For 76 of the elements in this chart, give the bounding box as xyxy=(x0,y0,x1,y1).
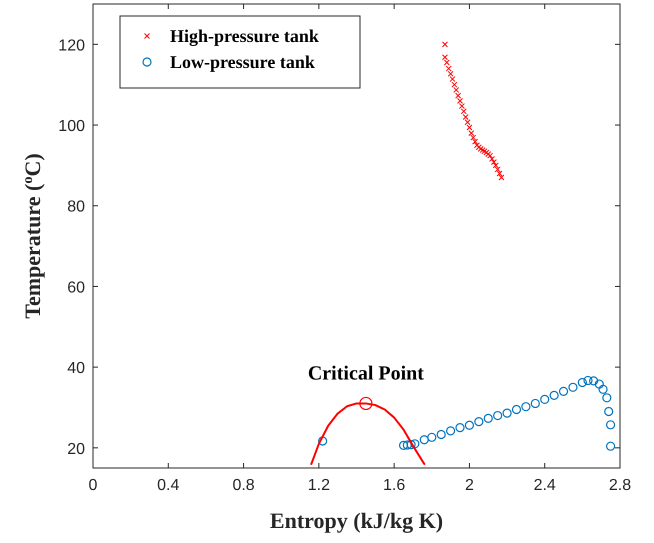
point xyxy=(451,82,458,88)
point xyxy=(448,70,454,77)
point xyxy=(493,410,502,420)
point xyxy=(583,376,593,386)
y-tick-label: 80 xyxy=(67,198,86,216)
point xyxy=(468,130,474,136)
point xyxy=(455,92,462,99)
legend-label: Low-pressure tank xyxy=(170,52,315,72)
annotation: Critical Point xyxy=(308,362,424,384)
point xyxy=(472,138,478,145)
point xyxy=(446,426,456,436)
point xyxy=(464,119,471,126)
x-axis-title: Entropy (kJ/kg K) xyxy=(270,508,444,533)
point xyxy=(604,406,614,416)
point xyxy=(318,436,328,446)
x-tick-label: 0 xyxy=(88,477,98,494)
x-tick-label: 0.8 xyxy=(232,477,255,494)
point xyxy=(460,108,467,114)
point xyxy=(521,402,530,412)
x-tick-label: 2 xyxy=(464,477,474,494)
point xyxy=(474,417,484,426)
point xyxy=(502,408,512,418)
point xyxy=(464,420,474,430)
y-tick-label: 40 xyxy=(67,360,86,378)
point xyxy=(458,103,465,110)
point xyxy=(410,439,420,448)
point xyxy=(484,414,493,423)
point xyxy=(598,384,608,394)
point xyxy=(449,76,456,82)
point xyxy=(494,166,501,172)
point xyxy=(489,156,496,162)
point xyxy=(558,386,568,396)
point xyxy=(457,98,464,104)
point xyxy=(398,440,408,450)
point xyxy=(444,60,450,66)
y-tick-label: 100 xyxy=(58,118,86,136)
y-tick-label: 120 xyxy=(58,37,86,54)
point xyxy=(470,134,476,141)
point xyxy=(462,114,469,120)
y-tick-label: 60 xyxy=(67,279,86,296)
x-tick-label: 1.2 xyxy=(308,477,330,494)
point xyxy=(436,430,446,440)
point xyxy=(490,159,497,166)
legend-label: High-pressure tank xyxy=(170,26,319,46)
point xyxy=(442,41,448,48)
y-tick-label: 20 xyxy=(67,440,86,458)
point xyxy=(420,435,429,444)
point xyxy=(589,376,598,386)
point xyxy=(474,142,480,148)
point xyxy=(606,420,616,430)
point xyxy=(602,393,612,402)
point xyxy=(446,66,452,72)
point xyxy=(530,398,540,408)
point xyxy=(455,423,465,432)
point xyxy=(496,170,503,176)
point xyxy=(492,162,499,168)
point xyxy=(594,379,604,389)
point xyxy=(512,404,522,414)
point xyxy=(540,394,550,404)
point xyxy=(606,442,616,451)
point xyxy=(453,86,460,93)
point xyxy=(406,440,416,450)
point xyxy=(578,378,587,388)
x-tick-label: 1.6 xyxy=(383,477,406,494)
point xyxy=(427,432,436,442)
point xyxy=(359,396,373,410)
x-tick-label: 2.4 xyxy=(534,477,556,494)
x-tick-label: 0.4 xyxy=(157,477,180,494)
point xyxy=(550,390,559,400)
point xyxy=(487,152,494,159)
point xyxy=(568,382,578,392)
x-tick-label: 2.8 xyxy=(608,477,632,494)
point xyxy=(498,174,504,180)
point xyxy=(402,440,412,450)
point xyxy=(442,54,448,60)
point xyxy=(466,124,472,130)
